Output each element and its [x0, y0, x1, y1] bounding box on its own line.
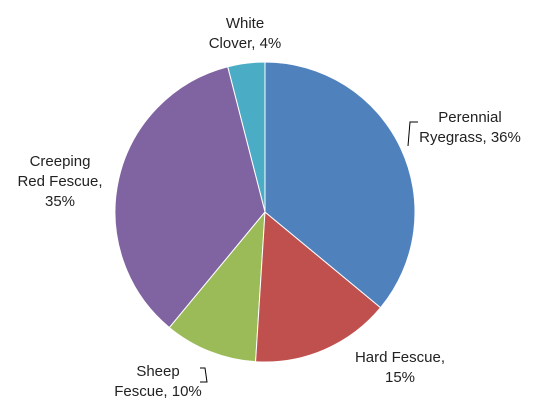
leader-line	[407, 121, 418, 147]
pie-slice	[255, 210, 382, 363]
data-label: Creeping Red Fescue, 35%	[17, 153, 103, 210]
data-label: Perennial Ryegrass, 36%	[419, 109, 521, 146]
data-label: Sheep Fescue, 10%	[114, 363, 202, 400]
pie-slice	[168, 210, 266, 363]
data-label: White Clover, 4%	[208, 15, 282, 52]
pie-slice	[114, 66, 266, 329]
leader-line	[200, 367, 208, 383]
data-label: Hard Fescue, 15%	[354, 349, 446, 386]
pie-slice	[264, 61, 416, 309]
